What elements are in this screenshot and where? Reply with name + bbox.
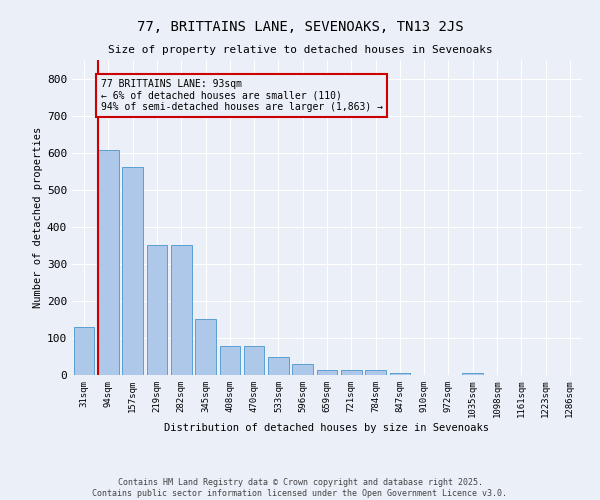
- Bar: [341, 370, 362, 375]
- Y-axis label: Number of detached properties: Number of detached properties: [33, 127, 43, 308]
- Bar: [220, 346, 240, 375]
- Text: Contains HM Land Registry data © Crown copyright and database right 2025.
Contai: Contains HM Land Registry data © Crown c…: [92, 478, 508, 498]
- Bar: [146, 244, 167, 375]
- Text: Size of property relative to detached houses in Sevenoaks: Size of property relative to detached ho…: [107, 45, 493, 55]
- Bar: [292, 364, 313, 375]
- Bar: [195, 320, 216, 375]
- Bar: [463, 373, 483, 375]
- Bar: [244, 346, 265, 375]
- Bar: [268, 357, 289, 375]
- Bar: [98, 150, 119, 375]
- Bar: [171, 244, 191, 375]
- Bar: [122, 166, 143, 375]
- Text: 77, BRITTAINS LANE, SEVENOAKS, TN13 2JS: 77, BRITTAINS LANE, SEVENOAKS, TN13 2JS: [137, 20, 463, 34]
- X-axis label: Distribution of detached houses by size in Sevenoaks: Distribution of detached houses by size …: [164, 423, 490, 433]
- Bar: [317, 370, 337, 375]
- Bar: [365, 370, 386, 375]
- Bar: [74, 327, 94, 375]
- Bar: [389, 373, 410, 375]
- Text: 77 BRITTAINS LANE: 93sqm
← 6% of detached houses are smaller (110)
94% of semi-d: 77 BRITTAINS LANE: 93sqm ← 6% of detache…: [101, 78, 383, 112]
